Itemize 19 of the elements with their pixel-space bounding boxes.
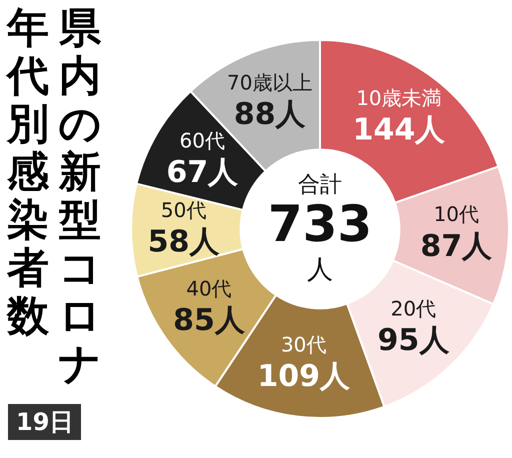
slice-label: 60代 <box>180 128 226 152</box>
slice-label: 50代 <box>160 198 206 222</box>
slice-label: 20代 <box>390 296 436 321</box>
data-label: 109人 <box>257 359 351 394</box>
text: 19日 <box>8 404 82 440</box>
data-label: 87人 <box>420 228 494 264</box>
slice-label: 40代 <box>186 276 232 300</box>
data-label: 67人 <box>166 154 240 190</box>
slice-label: 30代 <box>280 332 326 357</box>
data-label: 95人 <box>378 323 450 358</box>
chart-title: 県内の新型コロナ年代別感染者数 <box>7 3 102 388</box>
data-label: 144人 <box>352 112 446 148</box>
data-label: 88人 <box>234 97 307 132</box>
slice-label: 10歳未満 <box>356 86 442 110</box>
slice-label: 10代 <box>434 202 480 226</box>
data-label: 58人 <box>148 224 220 260</box>
text: 人 <box>307 254 333 285</box>
data-label: 85人 <box>173 302 246 338</box>
slice-label: 70歳以上 <box>227 70 312 94</box>
